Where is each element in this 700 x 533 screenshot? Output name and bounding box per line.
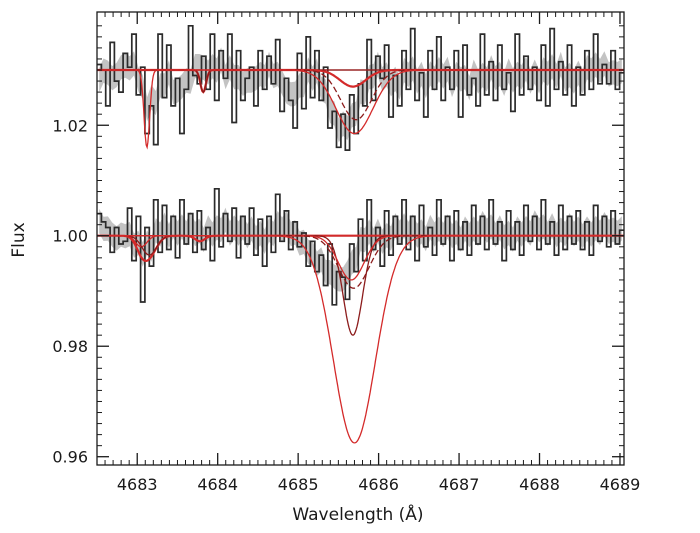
x-tick-label: 4689 xyxy=(600,475,641,494)
y-tick-label: 1.00 xyxy=(52,227,88,246)
x-tick-label: 4683 xyxy=(117,475,158,494)
uncertainty-bands xyxy=(99,47,622,292)
model-feature-1-5 xyxy=(97,69,624,135)
y-tick-label: 1.02 xyxy=(52,116,88,135)
y-tick-label: 0.96 xyxy=(52,448,88,467)
x-tick-label: 4688 xyxy=(519,475,560,494)
model-curves xyxy=(97,68,624,444)
model-feature-2-6 xyxy=(97,235,624,289)
x-tick-label: 4687 xyxy=(439,475,480,494)
uncertainty-band-2 xyxy=(99,207,622,292)
uncertainty-band-1 xyxy=(99,47,622,143)
axes: 4683 4684 4685 4686 4687 4688 4689 0.96 0.98 1.00… xyxy=(52,11,641,494)
x-tick-label: 4685 xyxy=(278,475,319,494)
x-tick-label: 4684 xyxy=(197,475,238,494)
observed-spectra xyxy=(97,24,624,306)
plot-frame xyxy=(96,11,625,466)
observed-spectrum-2 xyxy=(97,187,624,306)
x-axis-label: Wavelength (Å) xyxy=(292,503,423,525)
y-tick-label: 0.98 xyxy=(52,337,88,356)
y-axis-label: Flux xyxy=(9,222,29,257)
model-feature-2-7 xyxy=(97,235,624,444)
x-tick-label: 4686 xyxy=(358,475,399,494)
